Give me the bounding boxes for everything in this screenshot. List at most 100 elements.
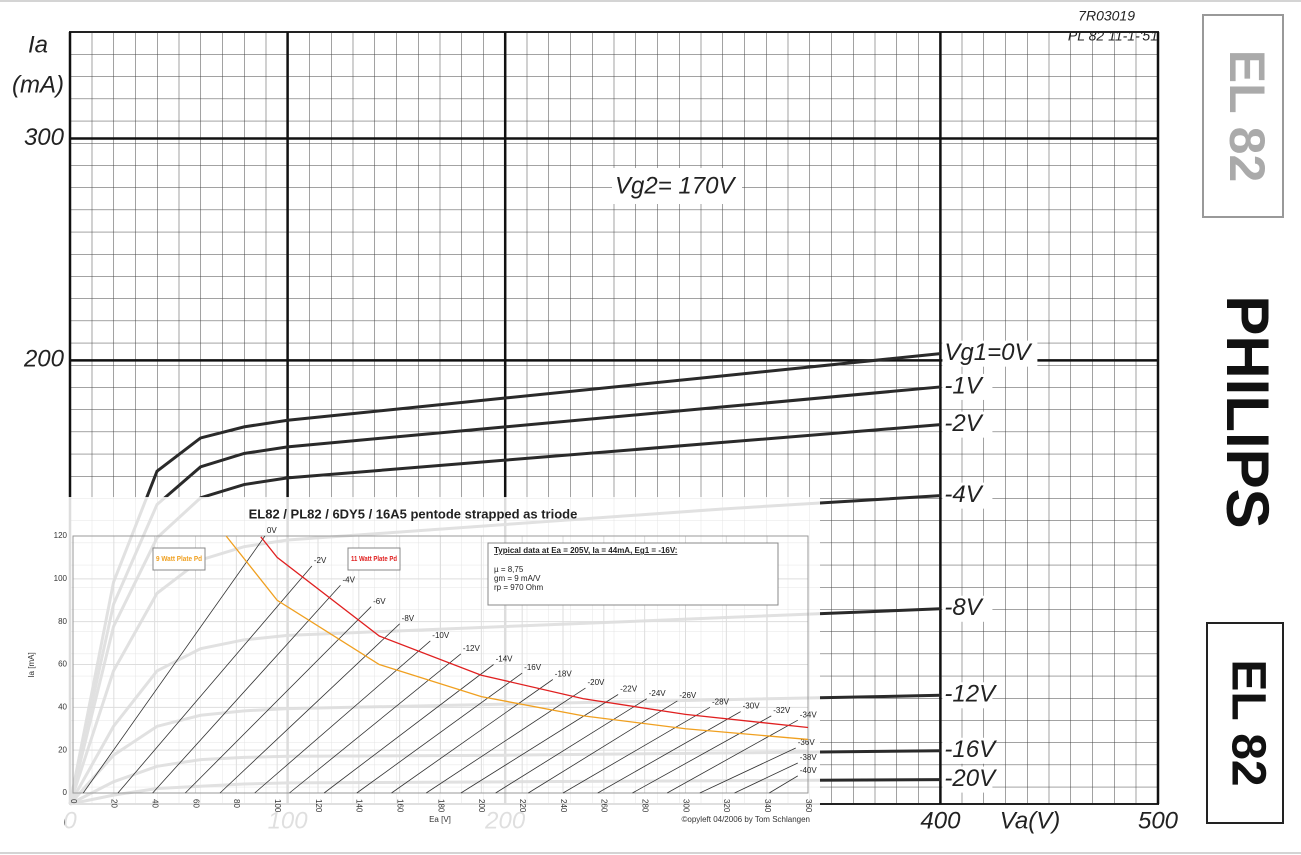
label-bg — [942, 373, 993, 400]
power-label-box — [347, 547, 401, 571]
series-label: -2V — [944, 410, 983, 437]
y-tick-label: 40 — [58, 702, 67, 711]
curve — [219, 623, 400, 794]
series-label: -10V — [432, 631, 450, 640]
series-label: -18V — [555, 670, 573, 679]
x-tick-label: 400 — [920, 807, 961, 834]
x-tick-label: 300 — [681, 799, 690, 813]
power-label: 9 Watt Plate Pd — [156, 556, 202, 563]
x-tick-label: 80 — [232, 799, 241, 808]
curve — [356, 672, 523, 794]
y-tick-label: 100 — [54, 574, 68, 583]
y-axis-label: Ia — [28, 31, 48, 58]
power-label: 11 Watt Plate Pd — [351, 556, 397, 563]
series-label: -22V — [620, 685, 638, 694]
y-tick-label: 120 — [54, 531, 68, 540]
side-label: EL 82 — [1219, 50, 1275, 183]
x-tick-label: 120 — [314, 799, 323, 813]
label-bg — [942, 595, 993, 622]
series-label: Vg1=0V — [944, 339, 1032, 366]
inset-chart: EL82 / PL82 / 6DY5 / 16A5 pentode strapp… — [27, 506, 817, 824]
series-label: -30V — [743, 702, 761, 711]
footer: ©opyleft 04/2006 by Tom Schlangen — [682, 815, 811, 824]
series-label: -20V — [944, 765, 997, 792]
plot-frame — [72, 535, 809, 794]
power-curve — [225, 535, 809, 741]
y-tick-label: 0 — [63, 788, 68, 797]
info-box — [487, 542, 779, 606]
stamp: 7R03019 — [1078, 8, 1135, 24]
info-text: Typical data at Ea = 205V, Ia = 44mA, Eg… — [494, 546, 677, 555]
curve — [289, 653, 462, 794]
series-label: -20V — [587, 678, 605, 687]
curve — [254, 640, 431, 794]
x-tick-label: 40 — [151, 799, 160, 808]
y-tick-label: 60 — [58, 660, 67, 669]
annotation: Vg2= 170V — [615, 172, 736, 199]
x-tick-label: 360 — [804, 799, 813, 813]
curve — [460, 694, 619, 794]
series-label: -36V — [798, 738, 816, 747]
series-label: -4V — [944, 481, 983, 508]
y-tick-label: 20 — [58, 745, 67, 754]
annotation-bg — [612, 168, 742, 204]
series-label: -4V — [342, 575, 355, 584]
label-bg — [942, 482, 993, 509]
curve — [391, 679, 554, 794]
label-box — [1202, 14, 1284, 218]
curve — [185, 606, 372, 794]
x-tick-label: 280 — [641, 799, 650, 813]
curve — [734, 762, 798, 794]
curve — [597, 711, 741, 794]
y-axis-label: (mA) — [12, 71, 64, 98]
label-bg — [942, 682, 993, 709]
x-axis-label: Va(V) — [1000, 807, 1060, 834]
curve — [117, 565, 313, 794]
series-label: -26V — [679, 691, 697, 700]
series-label: -16V — [944, 736, 997, 763]
x-tick-label: 160 — [396, 799, 405, 813]
x-tick-label: 500 — [1138, 807, 1179, 834]
curve — [562, 706, 711, 794]
series-label: -8V — [402, 614, 415, 623]
curve — [666, 719, 798, 794]
x-tick-label: 220 — [518, 799, 527, 813]
info-text: gm = 9 mA/V — [494, 574, 541, 583]
curve — [425, 687, 586, 794]
curve — [528, 700, 678, 794]
y-tick-label: 300 — [24, 124, 65, 151]
y-axis-label: Ia [mA] — [27, 652, 36, 677]
label-bg — [942, 737, 993, 764]
info-text: rp = 970 Ohm — [494, 583, 543, 592]
y-tick-label: 80 — [58, 617, 67, 626]
series-label: -24V — [649, 689, 667, 698]
curve — [82, 535, 266, 794]
label-bg — [942, 340, 1038, 367]
series-label: -12V — [463, 644, 481, 653]
curve — [632, 715, 772, 794]
x-tick-label: 340 — [763, 799, 772, 813]
series-label: -6V — [373, 597, 386, 606]
chart-title: EL82 / PL82 / 6DY5 / 16A5 pentode strapp… — [249, 506, 578, 521]
series-label: -12V — [944, 681, 997, 708]
curve — [323, 664, 494, 794]
y-tick-label: 200 — [23, 346, 65, 373]
x-tick-label: 180 — [436, 799, 445, 813]
stamp: PL 82 11-1-'51 — [1068, 28, 1158, 44]
power-curve — [260, 536, 809, 729]
series-label: -28V — [712, 697, 730, 706]
x-tick-label: 200 — [477, 799, 486, 813]
x-tick-label: 240 — [559, 799, 568, 813]
series-label: -34V — [800, 710, 818, 719]
series-label: 0V — [267, 526, 277, 535]
x-axis-label: Ea [V] — [429, 815, 451, 824]
x-tick-label: 320 — [722, 799, 731, 813]
x-tick-label: 140 — [355, 799, 364, 813]
info-text: µ = 8,75 — [494, 565, 524, 574]
series-label: -8V — [944, 594, 983, 621]
x-tick-label: 260 — [600, 799, 609, 813]
curve — [699, 747, 796, 794]
curve — [495, 698, 647, 794]
series-label: -16V — [524, 663, 542, 672]
